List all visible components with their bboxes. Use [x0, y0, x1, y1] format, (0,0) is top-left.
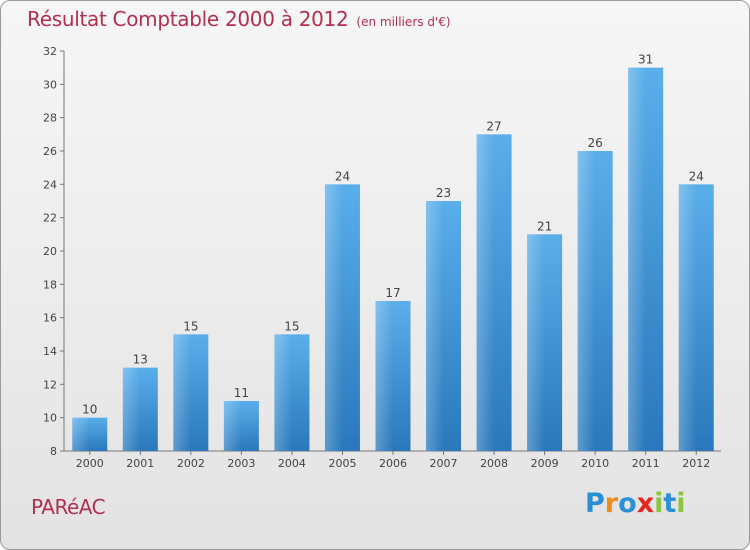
bar-highlight — [122, 367, 141, 451]
y-tick-label: 32 — [43, 45, 57, 58]
data-label: 23 — [436, 186, 451, 200]
x-tick-label: 2010 — [581, 457, 609, 470]
logo-letter: x — [636, 488, 655, 519]
bar-highlight — [274, 334, 292, 451]
x-tick-label: 2012 — [682, 457, 710, 470]
data-label: 15 — [284, 319, 299, 333]
x-tick-label: 2000 — [76, 457, 104, 470]
logo-letter: P — [585, 488, 605, 519]
data-label: 24 — [689, 169, 704, 183]
x-tick-label: 2004 — [278, 457, 306, 470]
bar-highlight — [173, 334, 191, 451]
x-tick-label: 2002 — [177, 457, 205, 470]
bar-highlight — [72, 417, 90, 451]
y-tick-label: 22 — [43, 212, 57, 225]
data-label: 15 — [183, 319, 198, 333]
data-label: 17 — [385, 286, 400, 300]
data-label: 24 — [335, 169, 350, 183]
y-tick-label: 12 — [43, 378, 57, 391]
x-tick-label: 2001 — [126, 457, 154, 470]
bar-highlight — [476, 134, 495, 452]
y-tick-label: 8 — [50, 445, 57, 458]
data-label: 31 — [638, 53, 653, 67]
bar-highlight — [527, 234, 545, 451]
bar-highlight — [324, 184, 343, 452]
y-tick-label: 30 — [43, 78, 57, 91]
x-tick-label: 2008 — [480, 457, 508, 470]
x-tick-label: 2007 — [430, 457, 458, 470]
logo-letter: t — [663, 488, 677, 519]
chart-title: Résultat Comptable 2000 à 2012 (en millie… — [27, 7, 451, 31]
x-tick-label: 2009 — [531, 457, 559, 470]
bar-highlight — [426, 201, 444, 451]
x-tick-label: 2003 — [227, 457, 255, 470]
data-label: 13 — [133, 353, 148, 367]
y-tick-label: 28 — [43, 112, 57, 125]
bar-highlight — [223, 401, 242, 451]
logo-letter: r — [604, 488, 619, 519]
data-label: 27 — [486, 119, 501, 133]
bar-highlight — [577, 151, 596, 451]
data-label: 21 — [537, 219, 552, 233]
y-tick-label: 16 — [43, 312, 57, 325]
bar-highlight — [375, 301, 393, 451]
logo-letter: o — [618, 488, 637, 519]
logo-letter: i — [676, 488, 686, 519]
data-label: 10 — [82, 403, 97, 417]
y-tick-label: 18 — [43, 278, 57, 291]
x-tick-label: 2005 — [328, 457, 356, 470]
commune-name: PARéAC — [31, 495, 106, 519]
y-tick-label: 10 — [43, 412, 57, 425]
y-tick-label: 14 — [43, 345, 57, 358]
y-tick-label: 20 — [43, 245, 57, 258]
x-tick-label: 2011 — [632, 457, 660, 470]
chart-subtitle: (en milliers d'€) — [356, 15, 451, 29]
logo-letter: i — [654, 488, 664, 519]
proxiti-logo[interactable]: Proxiti — [585, 488, 686, 519]
x-tick-label: 2006 — [379, 457, 407, 470]
bar-highlight — [678, 184, 697, 452]
data-label: 26 — [588, 136, 603, 150]
data-label: 11 — [234, 386, 249, 400]
bar-highlight — [628, 67, 646, 452]
y-tick-label: 26 — [43, 145, 57, 158]
y-tick-label: 24 — [43, 178, 57, 191]
chart-title-text: Résultat Comptable 2000 à 2012 — [27, 7, 349, 31]
